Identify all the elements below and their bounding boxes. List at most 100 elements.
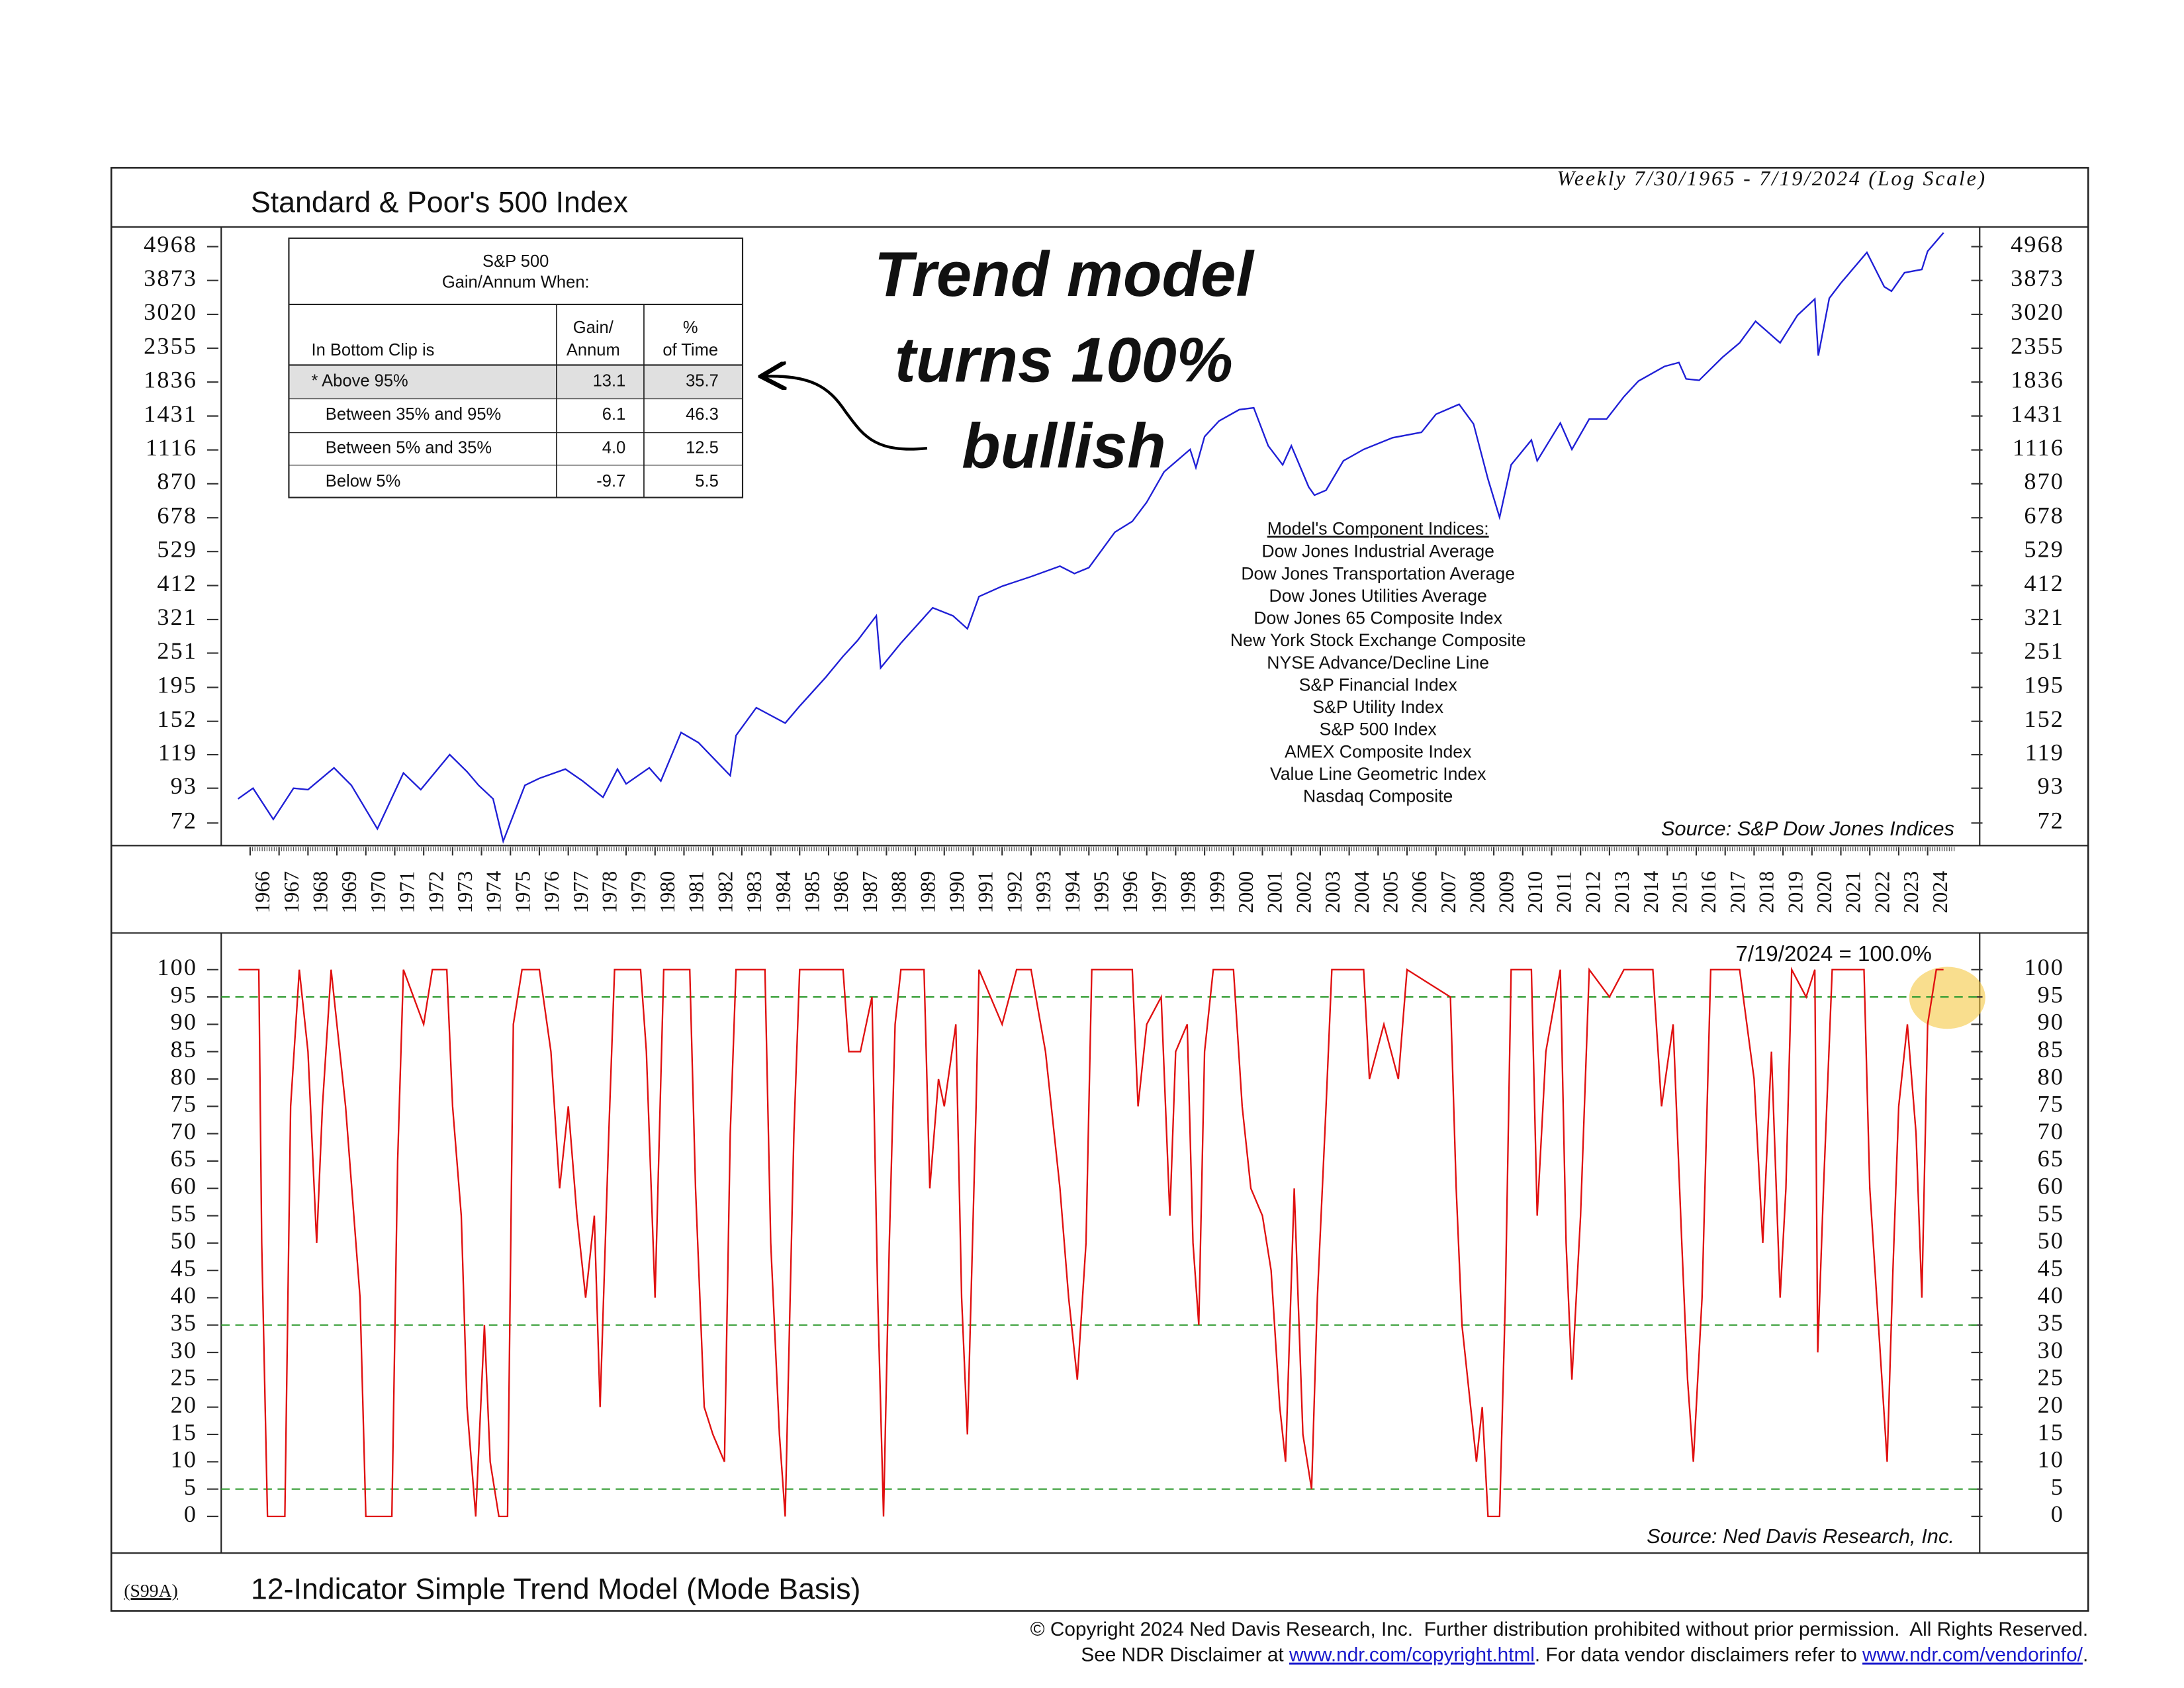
x-tick-label: 1991	[974, 871, 997, 914]
x-tick-label: 2019	[1784, 871, 1807, 914]
x-tick-label: 1968	[309, 871, 332, 914]
y-tick-label: 100	[2024, 954, 2064, 980]
y-tick-label: 4968	[2011, 231, 2064, 258]
y-tick-label: 529	[2024, 536, 2064, 562]
y-tick-label: 100	[157, 954, 197, 980]
chart-title: 12-Indicator Simple Trend Model (Mode Ba…	[251, 1573, 860, 1606]
y-tick-label: 75	[171, 1091, 197, 1117]
x-tick-label: 2007	[1437, 871, 1460, 914]
y-tick-label: 55	[2038, 1200, 2064, 1227]
callout: bullish	[962, 411, 1166, 482]
table-cell: Below 5%	[326, 472, 401, 491]
y-tick-label: 1116	[146, 434, 197, 461]
y-tick-label: 195	[2024, 672, 2064, 698]
y-tick-label: 412	[157, 570, 197, 596]
y-tick-label: 1431	[144, 400, 197, 427]
x-tick-label: 1998	[1177, 871, 1200, 914]
x-tick-label: 2008	[1466, 871, 1489, 914]
x-tick-label: 1999	[1205, 871, 1228, 914]
y-tick-label: 0	[2051, 1501, 2064, 1527]
x-tick-label: 1981	[685, 871, 708, 914]
y-tick-label: 65	[171, 1145, 197, 1172]
x-tick-label: 1982	[713, 871, 737, 914]
data-line	[237, 232, 1944, 844]
y-tick-label: 35	[171, 1309, 197, 1336]
chart-subtitle: Weekly 7/30/1965 - 7/19/2024 (Log Scale)	[1557, 167, 1986, 190]
x-tick-label: 2023	[1899, 871, 1923, 914]
component: New York Stock Exchange Composite	[1230, 630, 1526, 650]
components-title: Model's Component Indices:	[1267, 519, 1489, 539]
x-tick-label: 2018	[1755, 871, 1778, 914]
y-tick-label: 3020	[144, 299, 197, 325]
x-tick-label: 1995	[1089, 871, 1113, 914]
y-tick-label: 72	[2038, 808, 2064, 834]
x-tick-label: 2015	[1668, 871, 1691, 914]
component: Dow Jones 65 Composite Index	[1253, 608, 1502, 628]
x-tick-label: 2001	[1263, 871, 1287, 914]
y-tick-label: 60	[171, 1173, 197, 1199]
y-tick-label: 251	[157, 637, 197, 664]
y-tick-label: 412	[2024, 570, 2064, 596]
x-tick-label: 1996	[1118, 871, 1142, 914]
x-tick-label: 1994	[1061, 871, 1084, 914]
x-tick-label: 1980	[656, 871, 679, 914]
y-tick-label: 80	[171, 1063, 197, 1090]
x-tick-label: 1974	[482, 871, 506, 914]
table-cell: 4.0	[602, 439, 626, 457]
component: Dow Jones Industrial Average	[1261, 541, 1494, 561]
y-tick-label: 20	[2038, 1391, 2064, 1418]
y-tick-label: 321	[2024, 604, 2064, 630]
link[interactable]: www.ndr.com/vendorinfo/	[1862, 1644, 2083, 1666]
y-tick-label: 2355	[2011, 332, 2064, 359]
y-tick-label: 195	[157, 672, 197, 698]
x-tick-label: 1997	[1148, 871, 1171, 914]
y-tick-label: 1836	[2011, 367, 2064, 393]
y-tick-label: 10	[2038, 1446, 2064, 1473]
table-cell: Between 5% and 35%	[326, 439, 492, 457]
x-tick-label: 1979	[627, 871, 650, 914]
y-tick-label: 20	[171, 1391, 197, 1418]
x-tick-label: 1990	[945, 871, 968, 914]
component: Nasdaq Composite	[1303, 786, 1453, 806]
row-highlight	[289, 365, 742, 399]
x-tick-label: 1969	[338, 871, 361, 914]
y-tick-label: 25	[171, 1364, 197, 1391]
x-tick-label: 2017	[1726, 871, 1749, 914]
callout: Trend model	[874, 239, 1255, 310]
x-tick-label: 2003	[1321, 871, 1344, 914]
x-tick-label: 1971	[396, 871, 419, 914]
component: Dow Jones Utilities Average	[1269, 586, 1487, 606]
y-tick-label: 85	[2038, 1036, 2064, 1062]
component: S&P 500 Index	[1320, 720, 1437, 739]
table-cell: * Above 95%	[312, 372, 408, 391]
y-tick-label: 93	[2038, 773, 2064, 799]
disclaimer-text: .	[2083, 1644, 2088, 1666]
y-tick-label: 870	[157, 468, 197, 494]
x-tick-label: 2012	[1581, 871, 1604, 914]
x-tick-label: 2004	[1350, 871, 1373, 914]
y-tick-label: 50	[2038, 1227, 2064, 1254]
x-tick-label: 2009	[1494, 871, 1518, 914]
x-tick-label: 2000	[1234, 871, 1257, 914]
y-tick-label: 95	[171, 981, 197, 1008]
y-tick-label: 2355	[144, 332, 197, 359]
y-tick-label: 251	[2024, 637, 2064, 664]
annotation: 7/19/2024 = 100.0%	[1736, 941, 1932, 966]
x-tick-label: 2010	[1524, 871, 1547, 914]
source: Source: S&P Dow Jones Indices	[1661, 817, 1954, 840]
link[interactable]: www.ndr.com/copyright.html	[1289, 1644, 1535, 1666]
table-cell: 5.5	[695, 472, 719, 491]
x-tick-label: 1987	[858, 871, 882, 914]
y-tick-label: 45	[2038, 1254, 2064, 1281]
table-cell: 46.3	[686, 405, 719, 424]
y-tick-label: 45	[171, 1254, 197, 1281]
y-tick-label: 15	[2038, 1419, 2064, 1445]
y-tick-label: 0	[184, 1501, 197, 1527]
disclaimer-text: See NDR Disclaimer at	[1081, 1644, 1289, 1666]
y-tick-label: 55	[171, 1200, 197, 1227]
callout: turns 100%	[895, 325, 1233, 396]
y-tick-label: 25	[2038, 1364, 2064, 1391]
table-cell: 35.7	[686, 372, 719, 391]
table-header: In Bottom Clip is	[312, 341, 435, 359]
